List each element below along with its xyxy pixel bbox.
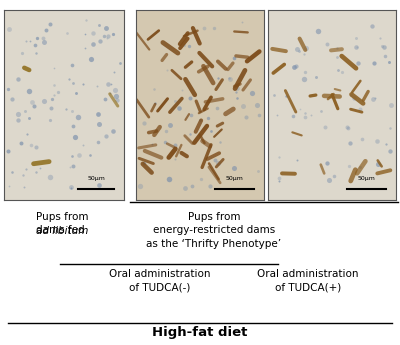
Text: 50μm: 50μm: [88, 176, 105, 181]
Text: High-fat diet: High-fat diet: [152, 326, 248, 339]
Text: Pups from
energy-restricted dams
as the ‘Thrifty Phenotype’: Pups from energy-restricted dams as the …: [146, 212, 282, 249]
Text: 50μm: 50μm: [358, 176, 376, 181]
Text: Pups from
dams fed: Pups from dams fed: [36, 212, 88, 235]
Text: Oral administration
of TUDCA(+): Oral administration of TUDCA(+): [257, 269, 359, 292]
Text: Oral administration
of TUDCA(-): Oral administration of TUDCA(-): [109, 269, 211, 292]
Text: 50μm: 50μm: [226, 176, 244, 181]
Text: ad libitum: ad libitum: [36, 226, 88, 236]
